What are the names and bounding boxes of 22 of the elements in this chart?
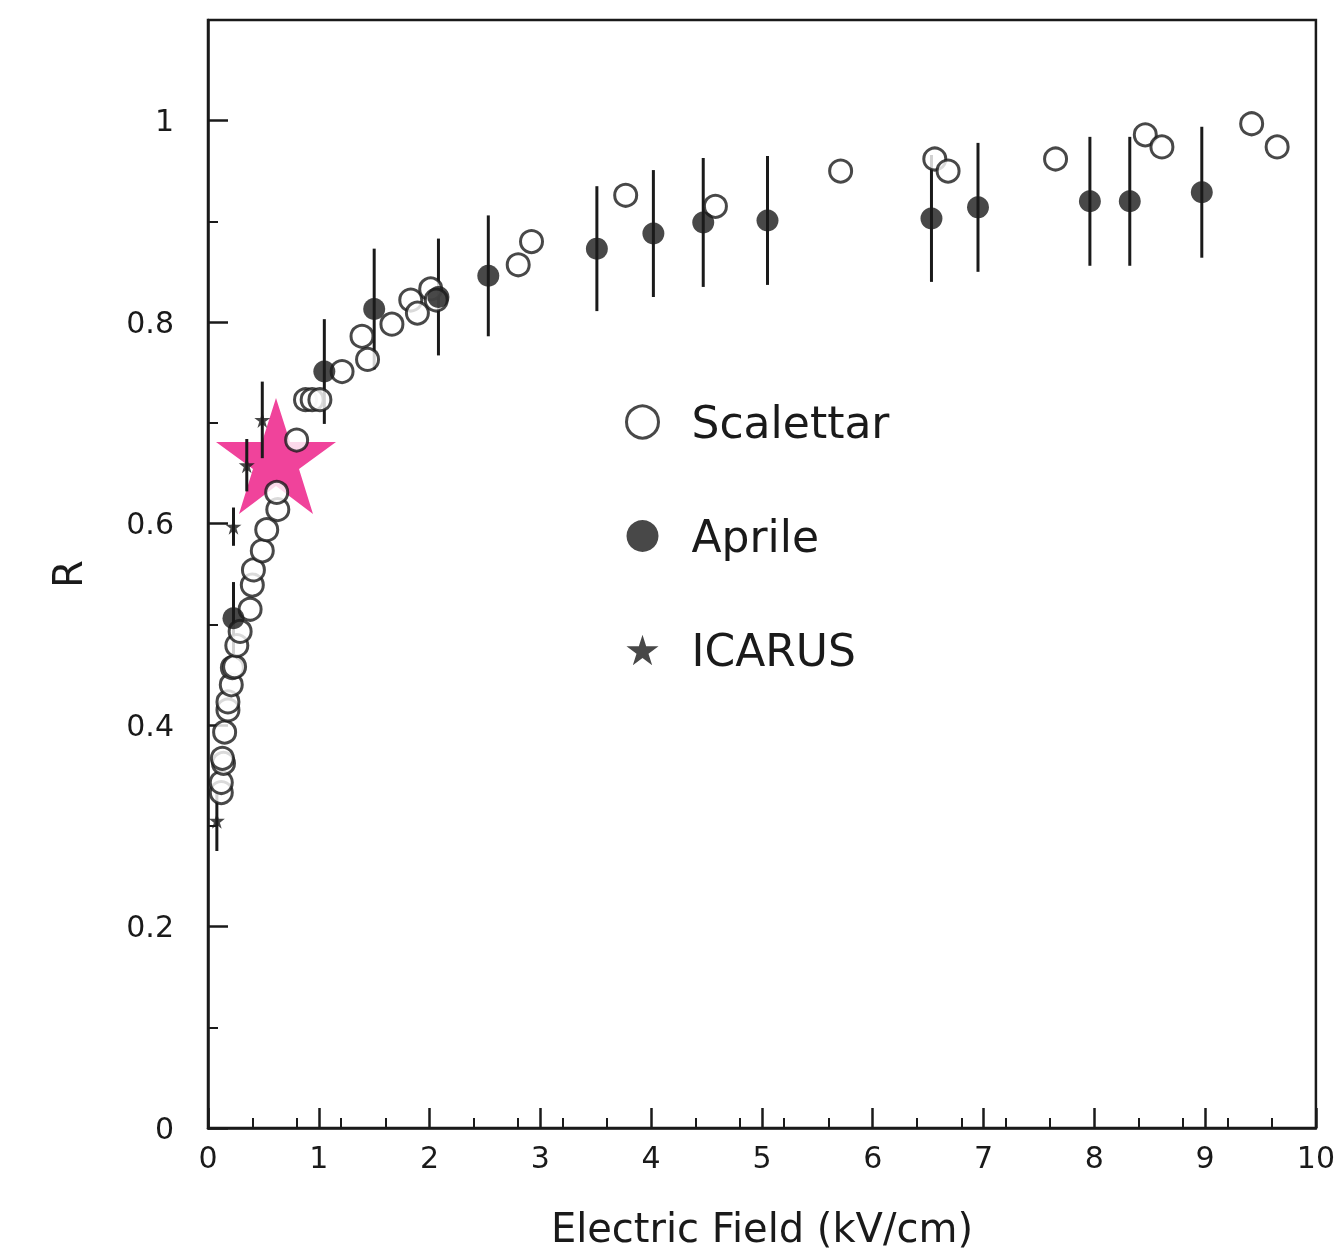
x-tick-label: 10 xyxy=(1296,1139,1336,1175)
x-tick-label: 5 xyxy=(752,1139,772,1175)
x-tick-label: 9 xyxy=(1195,1139,1215,1175)
y-tick-label: 0.6 xyxy=(126,506,174,542)
x-tick-label: 4 xyxy=(641,1139,661,1175)
y-tick-label: 0.4 xyxy=(126,707,174,743)
x-axis-title: Electric Field (kV/cm) xyxy=(550,1205,974,1251)
x-tick-label: 2 xyxy=(420,1139,440,1175)
y-tick-label: 0.8 xyxy=(126,304,174,340)
x-tick-label: 7 xyxy=(973,1139,994,1175)
legend-label: ICARUS xyxy=(691,624,857,676)
x-tick-label: 3 xyxy=(530,1139,550,1175)
legend-label: Aprile xyxy=(691,510,820,562)
x-tick-label: 0 xyxy=(198,1139,218,1175)
y-tick-label: 0 xyxy=(154,1110,174,1146)
x-tick-label: 1 xyxy=(309,1139,329,1175)
y-tick-label: 1 xyxy=(154,103,174,139)
x-tick-label: 6 xyxy=(863,1139,883,1175)
y-axis-title: R xyxy=(45,560,91,588)
x-tick-label: 8 xyxy=(1084,1139,1104,1175)
y-tick-label: 0.2 xyxy=(126,909,174,945)
legend-label: Scalettar xyxy=(691,396,891,448)
